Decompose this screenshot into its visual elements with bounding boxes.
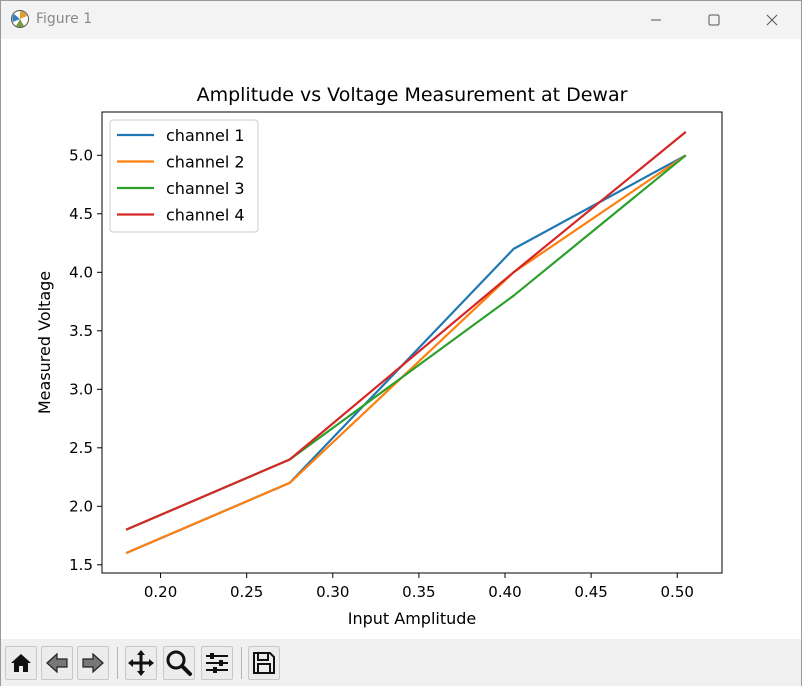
x-tick-label: 0.35: [402, 583, 435, 601]
y-tick-label: 5.0: [69, 146, 93, 164]
y-tick-label: 4.0: [69, 263, 93, 281]
legend-label: channel 2: [166, 153, 245, 172]
x-tick-label: 0.40: [488, 583, 521, 601]
window-title: Figure 1: [36, 11, 93, 27]
x-axis-label: Input Amplitude: [348, 609, 477, 628]
back-arrow-icon: [46, 652, 68, 674]
y-axis-label: Measured Voltage: [35, 271, 54, 414]
zoom-button[interactable]: [163, 646, 195, 680]
minimize-icon: [651, 19, 661, 21]
title-bar[interactable]: Figure 1: [1, 1, 801, 39]
home-button[interactable]: [5, 646, 37, 680]
pan-icon: [128, 650, 154, 676]
save-icon: [253, 652, 275, 674]
figure-app-icon: [11, 10, 29, 28]
chart-title: Amplitude vs Voltage Measurement at Dewa…: [197, 84, 628, 106]
legend-box: [109, 119, 259, 233]
y-tick-label: 1.5: [69, 556, 93, 574]
forward-arrow-icon: [82, 652, 104, 674]
y-tick-label: 2.0: [69, 497, 93, 515]
series-line-channel-4: [125, 131, 687, 531]
x-tick-label: 0.20: [144, 583, 177, 601]
close-icon: [766, 14, 778, 26]
pan-button[interactable]: [125, 646, 157, 680]
axes-frame: [101, 111, 723, 574]
y-tick-label: 3.0: [69, 380, 93, 398]
maximize-button[interactable]: [685, 1, 743, 39]
save-button[interactable]: [248, 646, 280, 680]
forward-button[interactable]: [77, 646, 109, 680]
y-tick-label: 3.5: [69, 322, 93, 340]
x-tick-label: 0.25: [230, 583, 263, 601]
x-tick-label: 0.50: [661, 583, 694, 601]
back-button[interactable]: [41, 646, 73, 680]
legend-label: channel 3: [166, 179, 245, 198]
home-icon: [11, 654, 31, 672]
x-tick-label: 0.30: [316, 583, 349, 601]
configure-subplots-button[interactable]: [201, 646, 233, 680]
legend-label: channel 4: [166, 206, 245, 225]
close-button[interactable]: [743, 1, 801, 39]
navigation-toolbar: [1, 639, 801, 686]
configure-subplots-icon: [206, 653, 228, 673]
maximize-icon: [708, 14, 720, 26]
zoom-icon: [166, 650, 192, 676]
plot-canvas[interactable]: 0.20 0.25 0.30 0.35 0.40 0.45 0.50 1.5 2.0 2.5 3.0…: [1, 39, 801, 639]
line-chart: 0.20 0.25 0.30 0.35 0.40 0.45 0.50 1.5 2.0 2.5 3.0…: [35, 84, 723, 628]
toolbar-separator: [241, 647, 242, 679]
toolbar-separator: [117, 647, 118, 679]
y-tick-label: 4.5: [69, 205, 93, 223]
minimize-button[interactable]: [627, 1, 685, 39]
y-tick-label: 2.5: [69, 439, 93, 457]
legend-label: channel 1: [166, 126, 245, 145]
x-tick-label: 0.45: [574, 583, 607, 601]
